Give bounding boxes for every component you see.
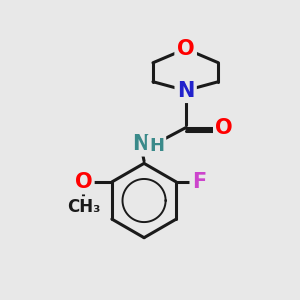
Text: O: O <box>215 118 233 138</box>
Text: H: H <box>149 136 164 154</box>
Text: O: O <box>177 39 194 59</box>
Text: O: O <box>74 172 92 192</box>
Text: N: N <box>177 81 194 100</box>
Text: N: N <box>132 134 150 154</box>
Text: F: F <box>192 172 206 192</box>
Text: CH₃: CH₃ <box>67 198 100 216</box>
